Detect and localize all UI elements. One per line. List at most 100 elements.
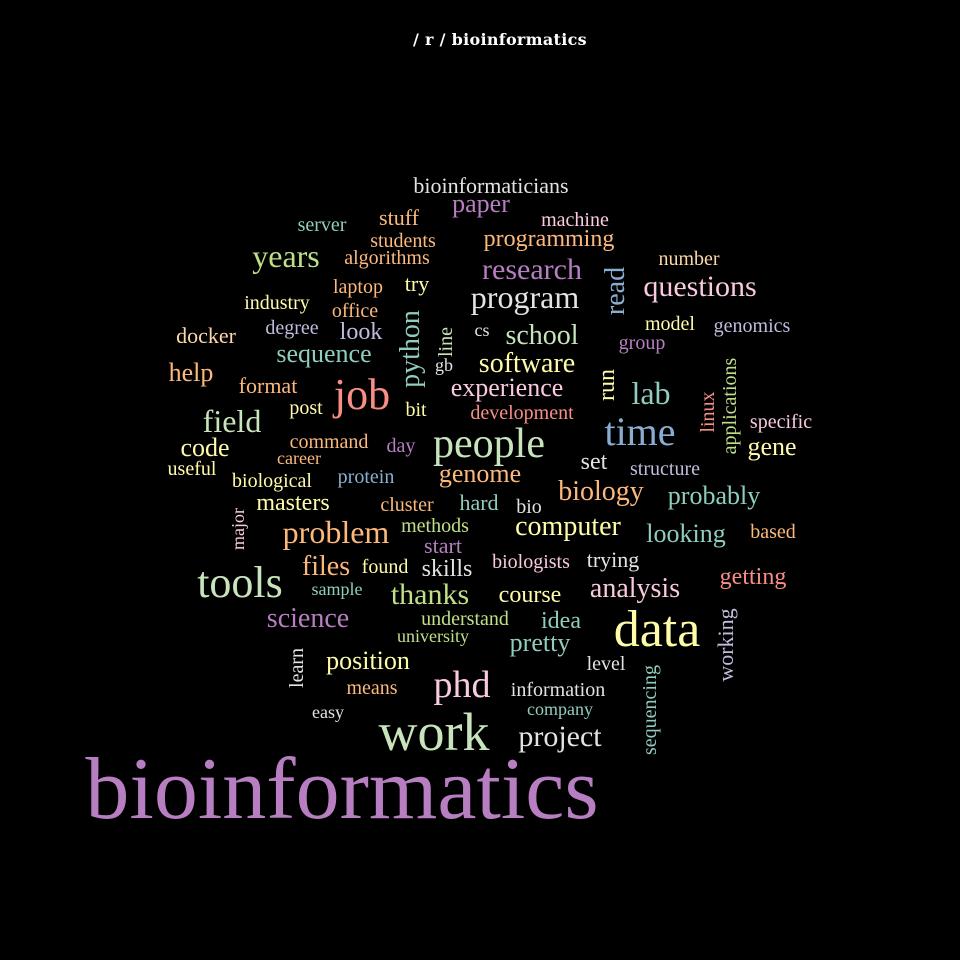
word-tools: tools xyxy=(197,558,283,607)
word-useful: useful xyxy=(167,458,217,480)
word-try: try xyxy=(404,271,430,296)
word-experience: experience xyxy=(450,373,564,402)
word-bio: bio xyxy=(516,496,542,518)
word-trying: trying xyxy=(586,547,640,572)
word-model: model xyxy=(645,313,695,335)
word-easy: easy xyxy=(312,702,344,722)
word-code: code xyxy=(180,433,230,462)
word-genomics: genomics xyxy=(713,315,791,337)
word-university: university xyxy=(397,626,469,646)
word-paper: paper xyxy=(452,189,510,218)
word-programming: programming xyxy=(483,226,615,252)
word-getting: getting xyxy=(719,564,787,590)
word-specific: specific xyxy=(749,411,813,433)
word-start: start xyxy=(424,533,462,558)
word-gb: gb xyxy=(435,355,453,375)
word-bioinformaticians: bioinformaticians xyxy=(413,173,569,198)
word-job: job xyxy=(333,370,391,419)
word-skills: skills xyxy=(421,556,473,582)
word-probably: probably xyxy=(667,481,761,510)
word-protein: protein xyxy=(337,466,395,488)
word-industry: industry xyxy=(244,292,310,314)
word-run: run xyxy=(594,369,620,401)
word-pretty: pretty xyxy=(509,628,571,657)
word-company: company xyxy=(527,699,593,719)
word-degree: degree xyxy=(265,317,319,339)
word-line: line xyxy=(435,327,457,357)
word-program: program xyxy=(470,279,580,315)
word-read: read xyxy=(600,266,631,316)
word-means: means xyxy=(346,677,398,699)
word-sequence: sequence xyxy=(276,339,372,368)
word-looking: looking xyxy=(646,519,726,548)
word-development: development xyxy=(470,402,574,424)
word-career: career xyxy=(277,448,321,468)
word-masters: masters xyxy=(256,490,330,516)
word-field: field xyxy=(202,403,262,439)
word-software: software xyxy=(478,348,576,379)
word-level: level xyxy=(586,653,626,675)
word-project: project xyxy=(518,720,602,753)
word-hard: hard xyxy=(459,490,499,515)
word-command: command xyxy=(289,431,369,453)
word-gene: gene xyxy=(747,432,797,461)
word-sequencing: sequencing xyxy=(639,665,661,755)
word-python: python xyxy=(395,310,426,388)
word-understand: understand xyxy=(421,608,509,630)
word-idea: idea xyxy=(541,608,581,634)
word-thanks: thanks xyxy=(390,578,470,611)
word-docker: docker xyxy=(176,323,236,348)
word-found: found xyxy=(361,556,409,578)
word-algorithms: algorithms xyxy=(344,247,430,269)
word-methods: methods xyxy=(401,515,469,537)
word-based: based xyxy=(750,521,796,543)
word-working: working xyxy=(713,608,738,682)
word-machine: machine xyxy=(541,209,609,231)
word-major: major xyxy=(228,508,248,550)
word-files: files xyxy=(301,551,351,582)
word-day: day xyxy=(386,435,416,457)
word-number: number xyxy=(658,248,720,270)
word-format: format xyxy=(238,373,298,398)
word-linux: linux xyxy=(697,391,719,433)
word-applications: applications xyxy=(719,357,741,455)
word-questions: questions xyxy=(643,270,757,303)
word-office: office xyxy=(331,300,379,322)
word-analysis: analysis xyxy=(589,573,681,604)
word-cs: cs xyxy=(474,320,490,340)
word-research: research xyxy=(482,253,582,286)
word-people: people xyxy=(433,421,545,467)
word-time: time xyxy=(604,409,676,454)
word-sample: sample xyxy=(311,579,363,599)
word-problem: problem xyxy=(282,514,390,550)
page-title: / r / bioinformatics xyxy=(413,30,587,49)
word-information: information xyxy=(510,679,606,701)
word-school: school xyxy=(505,320,579,351)
word-work: work xyxy=(378,702,490,762)
word-science: science xyxy=(266,603,350,634)
word-structure: structure xyxy=(630,458,700,480)
word-course: course xyxy=(498,582,562,608)
word-server: server xyxy=(297,214,347,236)
word-group: group xyxy=(618,332,666,354)
word-position: position xyxy=(326,646,410,675)
word-phd: phd xyxy=(433,664,491,706)
word-bioinformatics: bioinformatics xyxy=(85,741,599,838)
word-computer: computer xyxy=(515,511,621,542)
word-data: data xyxy=(613,601,701,658)
word-biologists: biologists xyxy=(492,551,570,573)
word-look: look xyxy=(339,319,383,345)
word-laptop: laptop xyxy=(333,276,383,298)
word-help: help xyxy=(168,358,214,387)
word-learn: learn xyxy=(286,648,308,688)
word-biological: biological xyxy=(232,470,312,492)
word-years: years xyxy=(252,238,320,274)
word-lab: lab xyxy=(631,375,671,411)
word-students: students xyxy=(370,230,436,252)
word-genome: genome xyxy=(438,459,522,488)
word-biology: biology xyxy=(558,476,644,507)
word-bit: bit xyxy=(405,399,427,421)
word-stuff: stuff xyxy=(379,205,419,230)
word-cluster: cluster xyxy=(380,494,434,516)
